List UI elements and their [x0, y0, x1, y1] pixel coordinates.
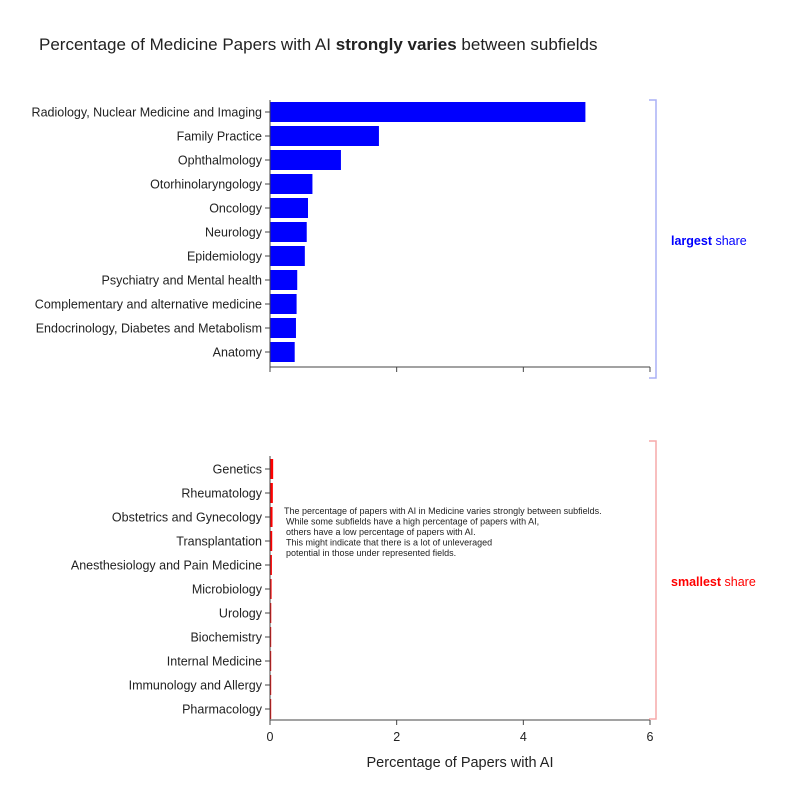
category-label: Pharmacology: [182, 703, 263, 717]
bar-largest-1: [270, 126, 379, 146]
bar-largest-5: [270, 222, 307, 242]
category-label: Ophthalmology: [178, 154, 263, 168]
category-label: Otorhinolaryngology: [150, 178, 263, 192]
bar-largest-7: [270, 270, 298, 290]
bar-largest-6: [270, 246, 305, 266]
chart-annotation: The percentage of papers with AI in Medi…: [284, 506, 602, 558]
category-label: Neurology: [205, 226, 263, 240]
bracket-largest: [649, 99, 657, 379]
panel-smallest: Genetics Rheumatology Obstetrics and Gynec…: [71, 440, 756, 744]
group-label-smallest: smallest share: [671, 575, 756, 589]
bar-smallest-7: [270, 627, 272, 647]
bar-smallest-1: [270, 483, 273, 503]
bar-smallest-6: [270, 603, 272, 623]
bar-smallest-9: [270, 675, 272, 695]
bar-smallest-4: [270, 555, 272, 575]
x-tick-label: 6: [647, 730, 654, 744]
x-tick-label: 2: [393, 730, 400, 744]
group-label-rest: share: [721, 575, 756, 589]
category-label: Family Practice: [177, 130, 262, 144]
bar-smallest-8: [270, 651, 272, 671]
category-label: Genetics: [213, 463, 262, 477]
x-axis-label: Percentage of Papers with AI: [367, 755, 554, 771]
panel-largest: Radiology, Nuclear Medicine and Imaging F…: [32, 99, 747, 379]
category-label: Oncology: [209, 202, 263, 216]
chart-panels: Radiology, Nuclear Medicine and Imaging F…: [32, 99, 756, 744]
category-label: Transplantation: [176, 535, 262, 549]
category-label: Microbiology: [192, 583, 263, 597]
bar-smallest-2: [270, 507, 273, 527]
annotation-line: The percentage of papers with AI in Medi…: [284, 506, 602, 516]
bar-smallest-5: [270, 579, 272, 599]
bar-smallest-3: [270, 531, 273, 551]
category-label: Immunology and Allergy: [129, 679, 263, 693]
x-tick-label: 0: [267, 730, 274, 744]
bar-smallest-0: [270, 459, 274, 479]
category-label: Endocrinology, Diabetes and Metabolism: [36, 322, 262, 336]
bar-largest-10: [270, 342, 295, 362]
bar-largest-0: [270, 102, 586, 122]
bracket-smallest: [649, 440, 657, 720]
chart-title-suffix: between subfields: [457, 35, 598, 54]
bar-largest-8: [270, 294, 297, 314]
category-label: Anatomy: [213, 346, 263, 360]
category-label: Rheumatology: [181, 487, 262, 501]
chart-title: Percentage of Medicine Papers with AI st…: [39, 35, 598, 54]
group-label-largest: largest share: [671, 234, 747, 248]
category-label: Internal Medicine: [167, 655, 262, 669]
category-label: Complementary and alternative medicine: [35, 298, 262, 312]
bar-largest-9: [270, 318, 296, 338]
chart-title-prefix: Percentage of Medicine Papers with AI: [39, 35, 336, 54]
bar-largest-2: [270, 150, 341, 170]
bar-smallest-10: [270, 699, 272, 719]
bar-largest-3: [270, 174, 313, 194]
group-label-bold: largest: [671, 234, 713, 248]
category-label: Biochemistry: [190, 631, 262, 645]
group-label-rest: share: [712, 234, 747, 248]
category-label: Anesthesiology and Pain Medicine: [71, 559, 262, 573]
x-tick-label: 4: [520, 730, 527, 744]
annotation-line: potential in those under represented fie…: [286, 548, 456, 558]
category-label: Radiology, Nuclear Medicine and Imaging: [32, 106, 262, 120]
annotation-line: others have a low percentage of papers w…: [286, 527, 476, 537]
category-label: Psychiatry and Mental health: [101, 274, 262, 288]
chart-title-emphasis: strongly varies: [336, 35, 457, 54]
category-label: Epidemiology: [187, 250, 263, 264]
annotation-line: While some subfields have a high percent…: [286, 517, 539, 527]
category-label: Obstetrics and Gynecology: [112, 511, 263, 525]
category-label: Urology: [219, 607, 263, 621]
group-label-bold: smallest: [671, 575, 722, 589]
annotation-line: This might indicate that there is a lot …: [286, 538, 492, 548]
bar-largest-4: [270, 198, 308, 218]
